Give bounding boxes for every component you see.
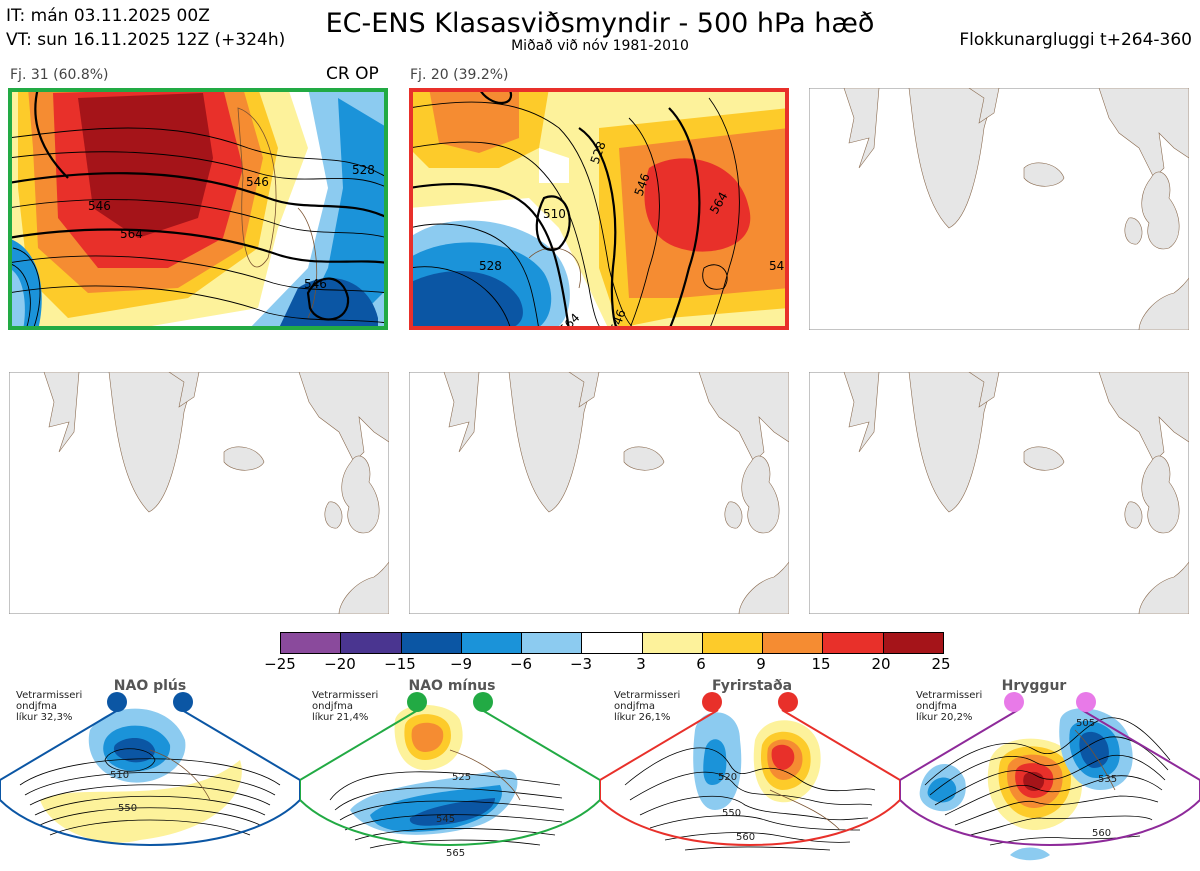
colorbar [280,632,944,654]
regime-name: NAO plús [113,678,187,694]
contour-label: 546 [769,259,789,273]
regime-blocking: Vetrarmisseri ondjfma líkur 26,1% Fyrirs… [600,678,900,870]
regime-contour-label: 550 [722,808,742,819]
colorbar-swatch [460,633,522,653]
colorbar-swatch [641,633,702,653]
empty-map-4 [809,372,1189,614]
contour-label: 528 [479,259,502,273]
colorbar-swatch [340,633,401,653]
colorbar-tick: −3 [569,655,593,673]
regime-months: ondjfma [16,701,57,712]
colorbar-swatch [581,633,642,653]
regime-months: ondjfma [614,701,655,712]
regime-season: Vetrarmisseri [614,690,681,701]
contour-label: 546 [88,199,111,213]
regime-months: ondjfma [312,701,353,712]
regime-contour-label: 560 [736,832,756,843]
regime-name: Hryggur [1001,678,1067,694]
panel-2-label: Fj. 20 (39.2%) [410,67,509,83]
colorbar-tick: 9 [756,655,766,673]
regime-map [600,692,900,851]
contour-label: 528 [352,163,375,177]
colorbar-swatch [762,633,823,653]
colorbar-swatch [400,633,461,653]
page-title: EC-ENS Klasasviðsmyndir - 500 hPa hæð [325,8,875,39]
colorbar-swatch [281,633,341,653]
cluster-1-map: 528 546 546 564 546 [8,88,388,330]
contour-label: 546 [608,308,629,330]
colorbar-swatch [701,633,763,653]
regime-map [300,692,600,849]
colorbar-swatch [521,633,582,653]
cluster-2-border [409,88,789,330]
colorbar-tick: −25 [264,655,296,673]
empty-map-3 [409,372,789,614]
regime-season: Vetrarmisseri [916,690,983,701]
regime-map [0,692,300,846]
colorbar-tick: 20 [871,655,891,673]
colorbar-tick: −6 [509,655,533,673]
cluster-1-border [8,88,388,330]
regime-name: NAO mínus [408,678,496,694]
contour-label: 510 [543,207,566,221]
initial-time: IT: mán 03.11.2025 00Z [6,6,210,26]
colorbar-swatch [822,633,883,653]
regime-name: Fyrirstaða [711,678,793,694]
regime-nao-plus: Vetrarmisseri ondjfma líkur 32,3% NAO pl… [0,678,300,870]
regime-nao-minus: Vetrarmisseri ondjfma líkur 21,4% NAO mí… [300,678,600,870]
regime-map [900,692,1200,861]
panel-1-tags: CR OP [326,64,379,84]
colorbar-swatch [882,633,943,653]
regime-contour-label: 535 [1098,774,1118,785]
regime-season: Vetrarmisseri [16,690,83,701]
regime-contour-label: 560 [1092,828,1112,839]
regime-probability: líkur 26,1% [614,712,671,723]
regime-contour-label: 525 [452,772,472,783]
colorbar-tick: 3 [636,655,646,673]
regime-probability: líkur 32,3% [16,712,73,723]
regime-season: Vetrarmisseri [312,690,379,701]
regime-contour-label: 510 [110,770,130,781]
contour-label: 564 [120,227,143,241]
empty-map-1 [809,88,1189,330]
regime-probability: líkur 20,2% [916,712,973,723]
colorbar-tick: −9 [449,655,473,673]
regime-contour-label: 550 [118,803,138,814]
colorbar-tick: −15 [384,655,416,673]
contour-label: 546 [304,277,327,291]
regime-ridge: Vetrarmisseri ondjfma líkur 20,2% Hryggu… [900,678,1200,870]
colorbar-tick: −20 [324,655,356,673]
page-subtitle: Miðað við nóv 1981-2010 [511,38,689,54]
regime-contour-label: 505 [1076,718,1096,729]
colorbar-tick: 25 [931,655,951,673]
regime-probability: líkur 21,4% [312,712,369,723]
valid-time: VT: sun 16.11.2025 12Z (+324h) [6,30,286,50]
classification-window: Flokkunargluggi t+264-360 [959,30,1192,50]
colorbar-tick: 6 [696,655,706,673]
panel-1-label: Fj. 31 (60.8%) [10,67,109,83]
regime-contour-label: 520 [718,772,738,783]
regime-months: ondjfma [916,701,957,712]
regime-contour-label: 545 [436,814,456,825]
regime-contour-label: 565 [446,848,466,859]
empty-map-2 [9,372,389,614]
contour-label: 546 [246,175,269,189]
cluster-2-map: 510 528 528 546 564 546 564 546 [409,88,789,330]
colorbar-tick: 15 [811,655,831,673]
